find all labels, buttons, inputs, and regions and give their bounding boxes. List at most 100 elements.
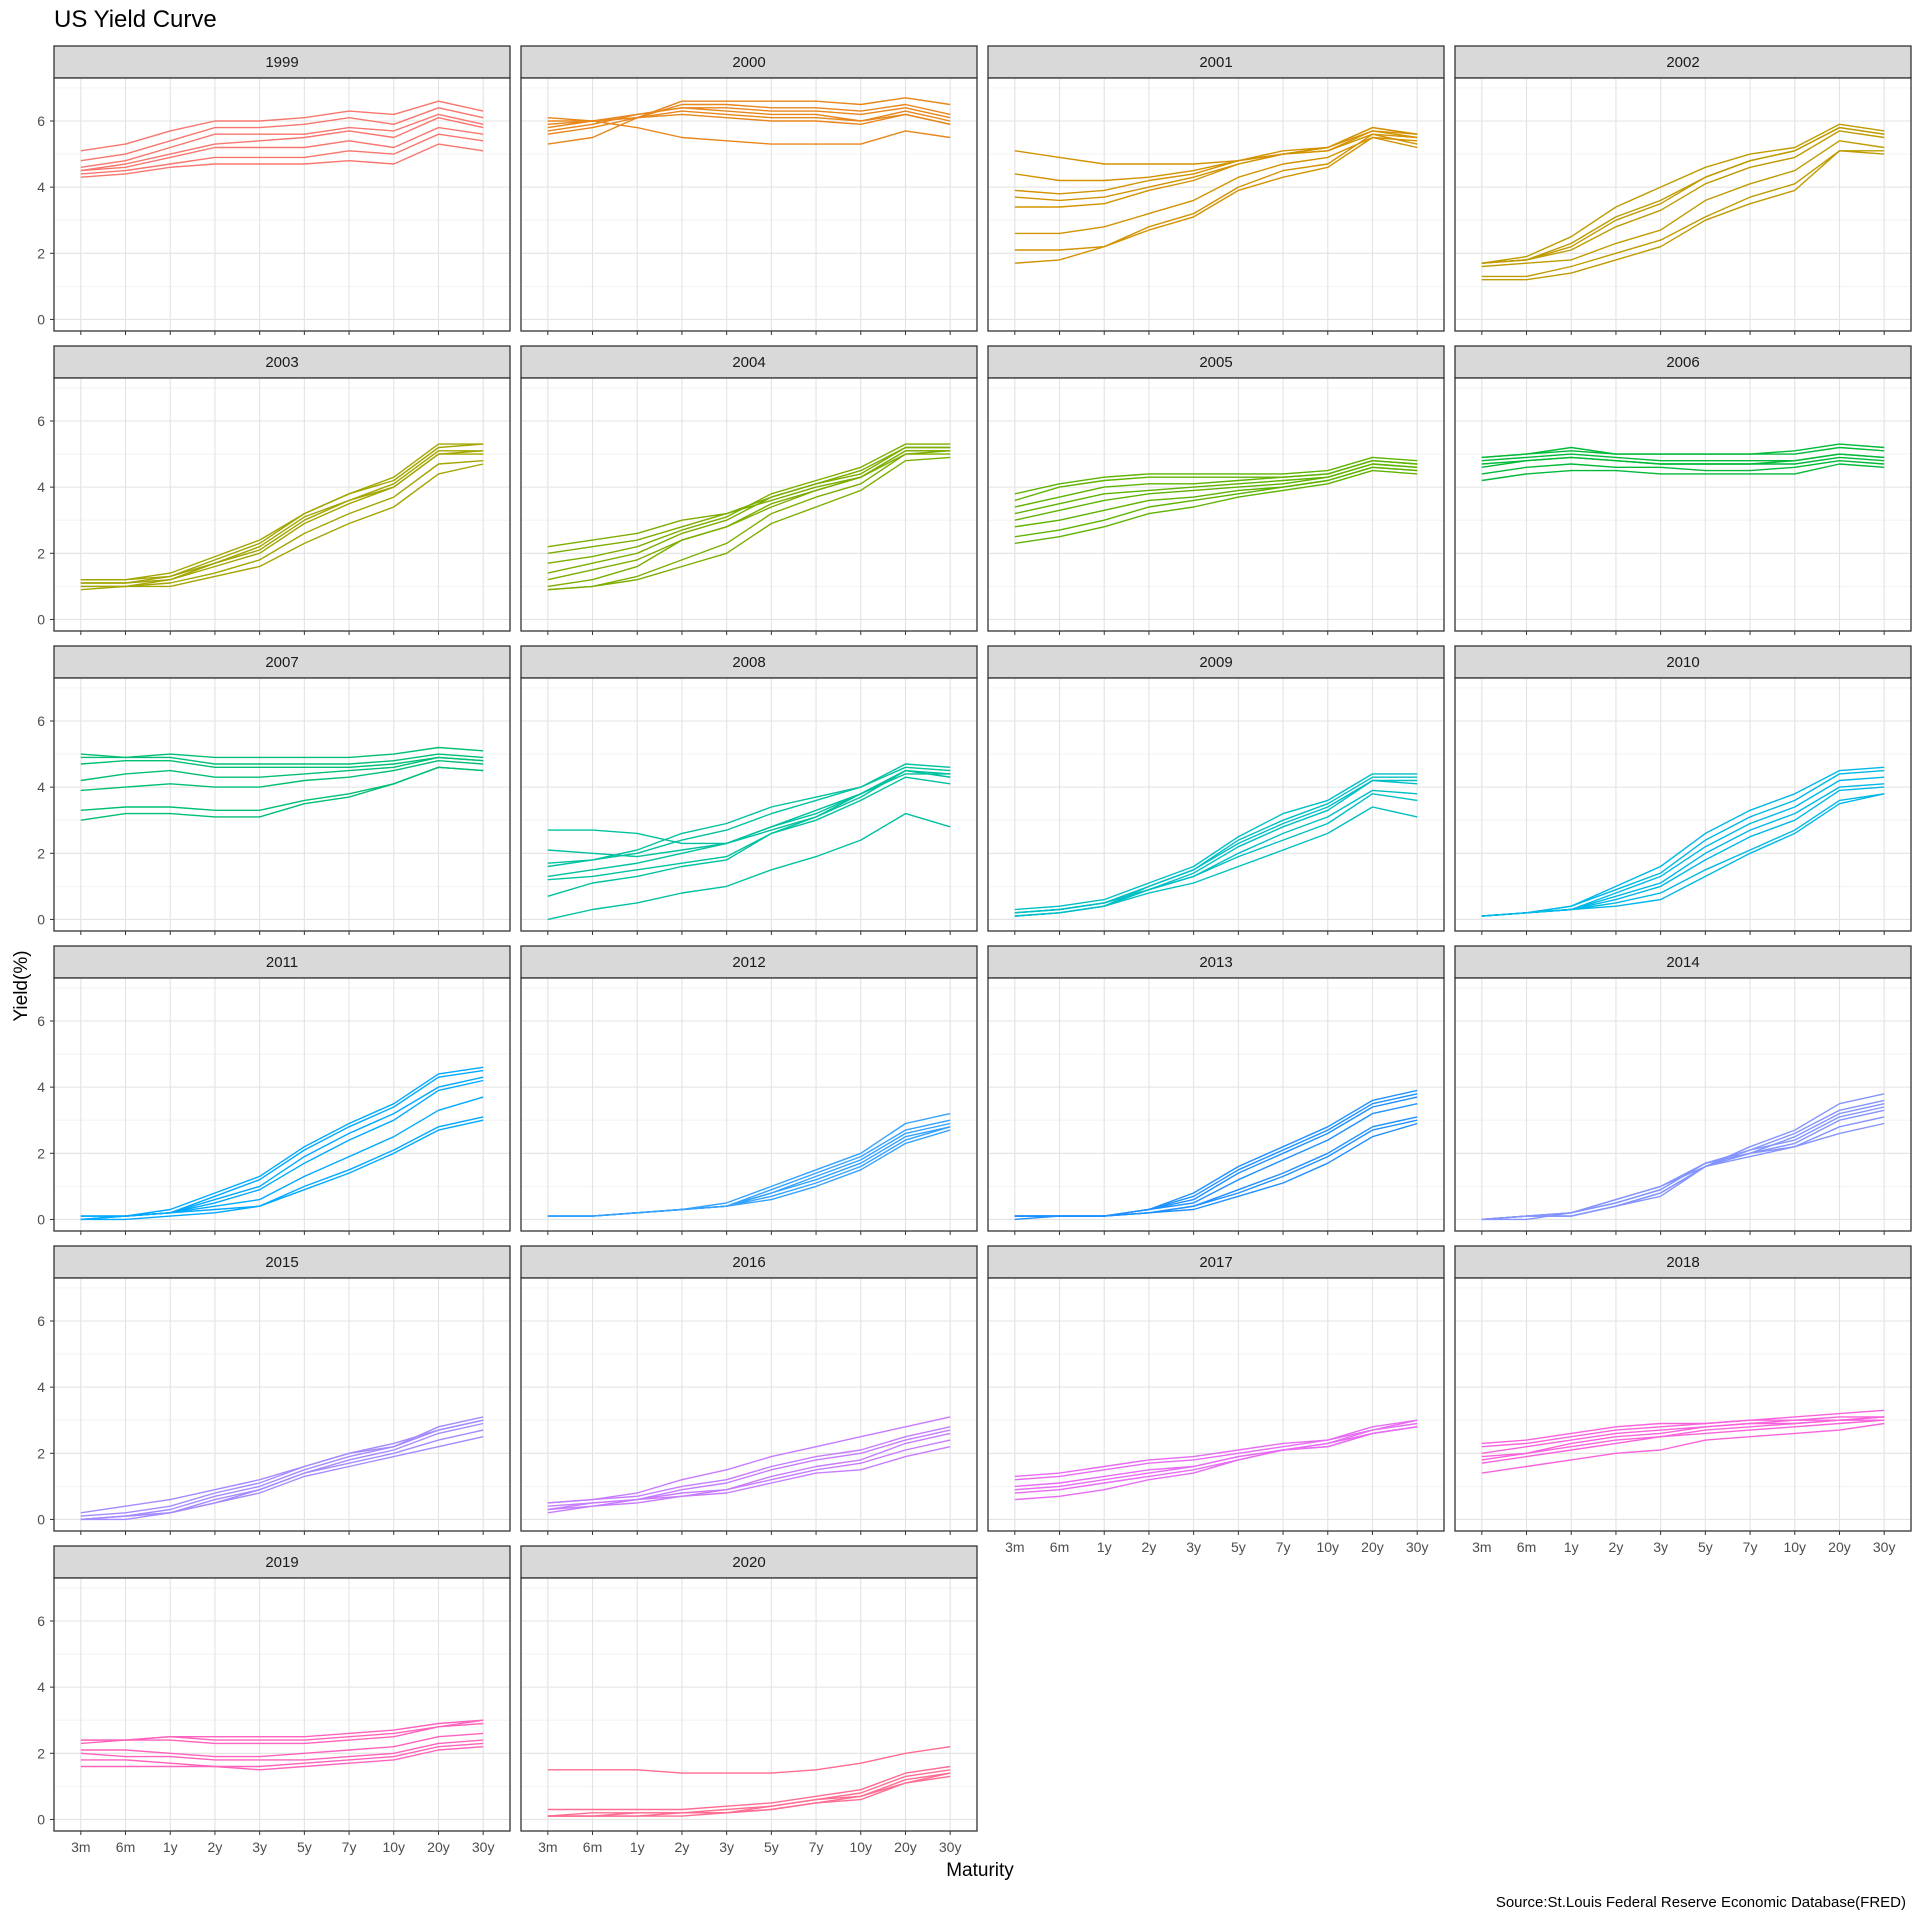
panel-border xyxy=(987,1277,1445,1532)
facet-strip xyxy=(520,945,978,979)
facet-strip-label: 2010 xyxy=(1666,654,1699,671)
facet-strip-label: 2012 xyxy=(732,954,765,971)
y-tick-label: 2 xyxy=(37,1445,45,1461)
plot-area xyxy=(988,378,1444,631)
facet-strip xyxy=(1454,645,1912,679)
series-line-1999-1 xyxy=(80,143,484,178)
series-line-2008-6 xyxy=(547,776,951,881)
series-line-2002-5 xyxy=(1481,150,1885,278)
y-tick-label: 4 xyxy=(37,779,45,795)
y-tick-label: 4 xyxy=(37,479,45,495)
series-line-2019-6 xyxy=(80,1742,484,1768)
series-line-2003-3 xyxy=(80,450,484,584)
series-line-2015-6 xyxy=(80,1436,484,1521)
y-tick-label: 2 xyxy=(37,545,45,561)
x-tick-label: 5y xyxy=(297,1839,312,1855)
facet-strip xyxy=(1454,945,1912,979)
series-line-2007-3 xyxy=(80,756,484,768)
plot-area xyxy=(1455,1278,1911,1531)
facet-panel-2018: 2018 3m 6m 1y 2y 3y 5y 7y 10y 20y 30y xyxy=(1454,1245,1912,1555)
facet-panel-2000: 2000 xyxy=(520,45,978,335)
series-line-2006-7 xyxy=(1481,453,1885,465)
facet-strip xyxy=(987,1245,1445,1279)
x-tick-label: 20y xyxy=(427,1839,450,1855)
panel-border xyxy=(53,977,511,1232)
series-line-2019-5 xyxy=(80,1739,484,1761)
facet-panel-2007: 2007 0 2 4 6 xyxy=(37,645,511,935)
series-line-2004-4 xyxy=(547,446,951,574)
series-line-2002-3 xyxy=(1481,130,1885,264)
y-tick-label: 6 xyxy=(37,1613,45,1629)
series-line-2017-6 xyxy=(1014,1426,1418,1501)
facet-strip xyxy=(53,945,511,979)
facet-strip-label: 2002 xyxy=(1666,54,1699,71)
plot-area xyxy=(54,978,510,1231)
x-tick-label: 3m xyxy=(71,1839,90,1855)
series-line-2010-2 xyxy=(1481,769,1885,917)
facet-panel-2020: 2020 3m 6m 1y 2y 3y 5y 7y 10y 20y 30y xyxy=(520,1545,978,1855)
series-line-2007-7 xyxy=(80,766,484,821)
x-tick-label: 5y xyxy=(1698,1539,1713,1555)
x-tick-label: 30y xyxy=(1406,1539,1429,1555)
series-line-2020-6 xyxy=(547,1775,951,1817)
facet-strip xyxy=(520,645,978,679)
series-line-2002-7 xyxy=(1481,126,1885,264)
series-line-1999-2 xyxy=(80,133,484,175)
facet-strip xyxy=(53,1245,511,1279)
x-tick-label: 7y xyxy=(1276,1539,1291,1555)
facet-panel-2002: 2002 xyxy=(1454,45,1912,335)
series-line-2005-3 xyxy=(1014,466,1418,528)
plot-area xyxy=(521,978,977,1231)
series-line-2005-7 xyxy=(1014,460,1418,502)
plot-area xyxy=(521,1278,977,1531)
series-line-2018-4 xyxy=(1481,1419,1885,1458)
plot-area xyxy=(521,1578,977,1831)
panel-border xyxy=(520,1577,978,1832)
facet-strip-label: 2003 xyxy=(265,354,298,371)
facet-strip-label: 1999 xyxy=(265,54,298,71)
plot-area xyxy=(988,678,1444,931)
plot-area xyxy=(988,78,1444,331)
facet-strip xyxy=(520,1545,978,1579)
y-tick-label: 6 xyxy=(37,713,45,729)
y-tick-label: 2 xyxy=(37,1745,45,1761)
x-tick-label: 1y xyxy=(1564,1539,1579,1555)
x-tick-label: 6m xyxy=(583,1839,602,1855)
series-line-2019-4 xyxy=(80,1732,484,1758)
series-line-2011-7 xyxy=(80,1119,484,1221)
y-tick-label: 2 xyxy=(37,1145,45,1161)
chart-title: US Yield Curve xyxy=(54,6,217,33)
series-line-2005-1 xyxy=(1014,469,1418,545)
series-line-2015-5 xyxy=(80,1429,484,1521)
series-line-2019-3 xyxy=(80,1722,484,1745)
series-line-2003-1 xyxy=(80,443,484,581)
series-line-2018-2 xyxy=(1481,1416,1885,1448)
facet-panel-2016: 2016 xyxy=(520,1245,978,1535)
series-line-2016-6 xyxy=(547,1446,951,1514)
plot-area xyxy=(54,78,510,331)
y-tick-label: 0 xyxy=(37,911,45,927)
plot-area xyxy=(521,378,977,631)
facet-panel-2011: 2011 0 2 4 6 xyxy=(37,945,511,1235)
series-line-2000-1 xyxy=(547,97,951,145)
facet-strip xyxy=(53,45,511,79)
x-tick-label: 1y xyxy=(1097,1539,1112,1555)
plot-area xyxy=(1455,378,1911,631)
panel-border xyxy=(987,677,1445,932)
facet-strip xyxy=(987,345,1445,379)
facet-strip xyxy=(53,345,511,379)
series-line-2016-4 xyxy=(547,1432,951,1511)
y-tick-label: 0 xyxy=(37,1211,45,1227)
series-line-2000-5 xyxy=(547,117,951,145)
series-line-2005-5 xyxy=(1014,463,1418,515)
x-tick-label: 30y xyxy=(939,1839,962,1855)
x-tick-label: 1y xyxy=(630,1839,645,1855)
series-line-2008-4 xyxy=(547,766,951,868)
series-line-2000-2 xyxy=(547,103,951,135)
plot-area xyxy=(1455,78,1911,331)
panel-border xyxy=(520,77,978,332)
series-line-2009-7 xyxy=(1014,779,1418,917)
x-tick-label: 3m xyxy=(1472,1539,1491,1555)
series-line-2008-3 xyxy=(547,763,951,864)
